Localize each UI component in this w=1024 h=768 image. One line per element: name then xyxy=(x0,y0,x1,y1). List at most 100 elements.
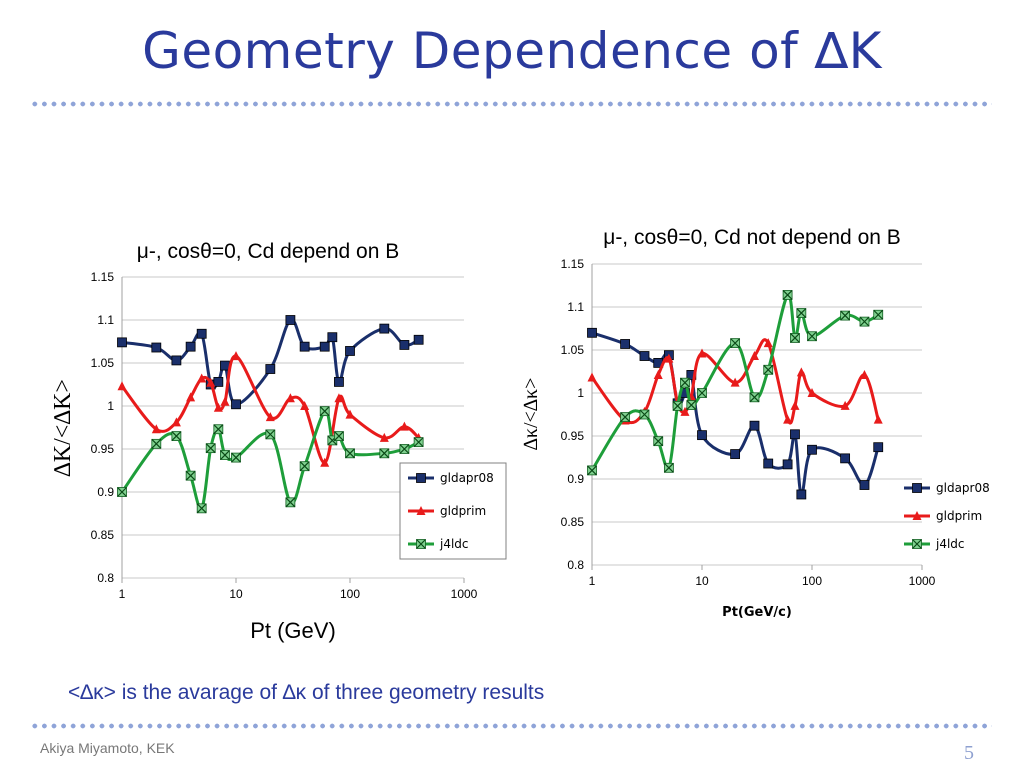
data-point xyxy=(782,290,793,300)
data-point xyxy=(840,400,850,410)
data-point xyxy=(672,400,683,411)
data-point xyxy=(151,342,162,353)
data-point xyxy=(151,438,162,449)
data-point xyxy=(664,353,674,363)
y-tick-label: 0.9 xyxy=(97,485,114,499)
legend-marker xyxy=(416,473,426,483)
y-tick-label: 0.85 xyxy=(91,528,115,542)
data-point xyxy=(213,377,224,387)
legend-marker xyxy=(912,511,922,520)
data-point xyxy=(319,341,330,352)
y-tick-label: 1 xyxy=(577,386,584,400)
data-point xyxy=(697,348,707,358)
data-point xyxy=(399,421,409,431)
data-point xyxy=(171,431,182,442)
x-tick-label: 10 xyxy=(229,587,243,601)
x-tick-label: 10 xyxy=(695,574,709,588)
data-point xyxy=(413,437,424,448)
data-point xyxy=(196,503,207,514)
y-tick-label: 1.1 xyxy=(97,313,114,327)
data-point xyxy=(620,339,631,349)
data-point xyxy=(334,377,344,387)
x-axis-label: Pt(GeV/c) xyxy=(722,605,792,620)
data-point xyxy=(327,332,338,343)
legend-label: gldapr08 xyxy=(936,481,990,495)
data-point xyxy=(186,392,196,402)
data-point xyxy=(763,458,774,469)
legend: gldapr08 gldprim j4ldc xyxy=(399,462,507,560)
y-tick-label: 0.95 xyxy=(561,429,585,443)
top-dotted-divider xyxy=(30,101,992,107)
data-point xyxy=(320,457,330,467)
data-point xyxy=(379,432,389,442)
data-point xyxy=(730,338,741,349)
data-point xyxy=(319,406,330,417)
data-point xyxy=(265,364,276,374)
data-point xyxy=(345,409,355,419)
x-axis-label: Pt (GeV) xyxy=(250,618,336,643)
data-point xyxy=(749,420,760,431)
y-tick-label: 1.1 xyxy=(567,300,584,314)
data-point xyxy=(231,399,241,410)
data-point xyxy=(231,452,241,463)
data-point xyxy=(197,373,207,383)
data-point xyxy=(285,393,295,403)
chart-cd-not-depend-on-b: μ-, cosθ=0, Cd not depend on B 0.8 0.85 0.9… xyxy=(520,226,990,620)
y-tick-label: 1.05 xyxy=(91,356,115,370)
x-tick-label: 1000 xyxy=(909,574,936,588)
data-point xyxy=(807,388,817,397)
x-axis: 1 10 100 1000 Pt (GeV) xyxy=(119,578,478,643)
data-point xyxy=(730,449,741,459)
data-point xyxy=(196,328,207,339)
data-point xyxy=(171,355,182,366)
chart-cd-depend-on-b: μ-, cosθ=0, Cd depend on B 0.8 0.85 0.9 0.95… xyxy=(50,240,507,643)
data-point xyxy=(151,424,161,434)
data-point xyxy=(790,400,800,410)
data-point xyxy=(680,406,690,416)
data-point xyxy=(620,412,631,423)
y-tick-label: 0.9 xyxy=(567,472,584,486)
data-point xyxy=(859,316,870,327)
data-point xyxy=(859,480,870,490)
data-point xyxy=(782,459,793,470)
series-gldapr08 xyxy=(587,327,884,500)
data-point xyxy=(231,351,241,361)
data-point xyxy=(697,388,707,398)
legend: gldapr08 gldprim j4ldc xyxy=(904,481,990,551)
data-point xyxy=(334,393,344,403)
data-point xyxy=(807,444,817,455)
data-point xyxy=(213,424,224,435)
data-point xyxy=(299,341,310,352)
data-point xyxy=(285,315,296,325)
footnote: <∆κ> is the avarage of ∆κ of three geome… xyxy=(68,681,545,704)
data-point xyxy=(790,333,800,343)
data-point xyxy=(686,400,697,410)
data-point xyxy=(265,412,275,422)
x-axis: 1 10 100 1000 Pt(GeV/c) xyxy=(589,565,936,620)
y-tick-label: 1.05 xyxy=(561,343,585,357)
data-point xyxy=(399,340,410,350)
chart-title: μ-, cosθ=0, Cd depend on B xyxy=(137,240,400,263)
series-j4ldc xyxy=(117,406,424,514)
data-point xyxy=(185,341,196,352)
legend-label: j4ldc xyxy=(935,537,965,551)
data-point xyxy=(680,377,690,388)
data-point xyxy=(379,323,390,334)
data-point xyxy=(730,377,740,387)
data-point xyxy=(205,443,216,454)
y-tick-label: 1.15 xyxy=(561,257,585,271)
data-point xyxy=(807,331,817,342)
data-point xyxy=(653,436,664,447)
data-point xyxy=(220,450,230,460)
legend-marker xyxy=(416,506,426,515)
data-point xyxy=(873,414,883,424)
data-point xyxy=(796,367,806,377)
page-number: 5 xyxy=(964,742,974,764)
author-footer: Akiya Miyamoto, KEK xyxy=(40,740,175,756)
data-point xyxy=(639,409,650,420)
y-tick-label: 0.95 xyxy=(91,442,115,456)
legend-marker xyxy=(416,539,426,549)
data-point xyxy=(117,381,127,391)
series-line-gldapr08 xyxy=(591,331,880,497)
data-point xyxy=(587,465,597,476)
